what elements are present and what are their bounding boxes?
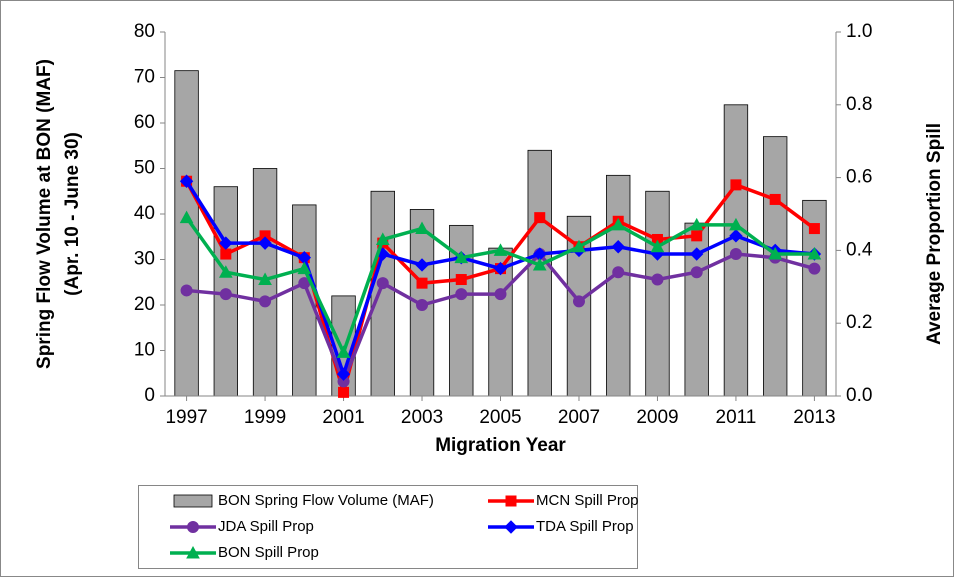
bar: [606, 174, 631, 397]
y-tick-label: 10: [134, 340, 155, 361]
series-marker: [729, 229, 743, 243]
y-tick-label: 20: [134, 294, 155, 315]
series-marker: [219, 236, 233, 250]
series-marker: [455, 274, 467, 286]
series-marker: [297, 261, 312, 275]
x-tick-label: 2005: [479, 407, 521, 428]
series-marker: [258, 272, 272, 286]
series-marker: [179, 174, 194, 188]
legend-label: TDA Spill Prop: [536, 518, 634, 535]
y2-tick-label: 0.2: [846, 312, 872, 333]
series-marker: [689, 247, 704, 261]
series-marker: [768, 246, 783, 260]
legend-marker: [504, 520, 518, 534]
series-marker: [691, 230, 703, 242]
series-marker: [416, 277, 428, 289]
y-axis-title: (Apr. 10 - June 30): [62, 132, 83, 296]
y-tick-label: 40: [134, 203, 155, 224]
y2-axis-title: Average Proportion Spill: [924, 123, 945, 345]
legend-marker: [505, 495, 517, 507]
legend-label: BON Spill Prop: [218, 544, 319, 561]
series-marker: [376, 277, 389, 290]
legend-label: JDA Spill Prop: [218, 518, 314, 535]
series-marker: [336, 367, 351, 381]
bar: [174, 70, 199, 397]
legend-box: [138, 485, 638, 569]
bar: [527, 149, 552, 397]
x-tick-label: 1997: [165, 407, 207, 428]
bar: [645, 190, 670, 397]
series-marker: [416, 299, 429, 311]
bar: [370, 190, 395, 397]
series-marker: [258, 236, 272, 250]
y-tick-label: 50: [134, 158, 155, 179]
series-marker: [415, 258, 429, 272]
y2-tick-label: 0.4: [846, 239, 873, 260]
y-tick-label: 80: [134, 21, 155, 42]
series-marker: [336, 345, 351, 358]
x-tick-label: 2009: [636, 407, 678, 428]
legend-label: BON Spring Flow Volume (MAF): [218, 492, 434, 509]
x-tick-label: 2003: [401, 407, 443, 428]
series-marker: [493, 243, 508, 256]
series-marker: [454, 250, 469, 264]
y-tick-label: 60: [134, 112, 155, 133]
x-tick-label: 1999: [244, 407, 286, 428]
series-marker: [651, 273, 664, 286]
legend-swatch: [173, 494, 213, 508]
legend-label: MCN Spill Prop: [536, 492, 639, 509]
y2-tick-label: 0.8: [846, 94, 872, 115]
y-axis-title: Spring Flow Volume at BON (MAF): [34, 59, 55, 369]
series-marker: [572, 239, 586, 253]
series-marker: [611, 240, 625, 254]
y-tick-label: 30: [134, 249, 155, 270]
x-axis-title: Migration Year: [435, 435, 566, 456]
series-marker: [690, 266, 703, 279]
series-marker: [532, 257, 547, 271]
bar: [763, 136, 788, 397]
legend-marker: [186, 545, 200, 559]
series-marker: [455, 288, 468, 301]
series-marker: [179, 210, 194, 224]
series-marker: [572, 295, 585, 308]
series-marker: [415, 221, 429, 235]
series-marker: [612, 266, 625, 279]
series-marker: [611, 217, 626, 231]
y-tick-label: 0: [144, 385, 155, 406]
series-marker: [259, 295, 272, 308]
series-marker: [219, 288, 232, 301]
legend-marker: [187, 521, 199, 533]
y2-tick-label: 1.0: [846, 21, 872, 42]
series-marker: [375, 232, 390, 245]
x-tick-label: 2011: [716, 407, 757, 428]
series-marker: [534, 212, 546, 224]
x-tick-label: 2013: [793, 407, 835, 428]
series-marker: [729, 248, 742, 261]
y2-tick-label: 0.0: [846, 385, 872, 406]
series-marker: [729, 217, 743, 231]
series-marker: [493, 261, 508, 276]
y-tick-label: 70: [134, 67, 155, 88]
series-marker: [689, 217, 704, 231]
x-tick-label: 2001: [322, 407, 364, 428]
series-marker: [180, 284, 193, 297]
x-tick-label: 2007: [558, 407, 600, 428]
series-marker: [807, 246, 822, 260]
y2-tick-label: 0.6: [846, 167, 872, 188]
series-marker: [769, 193, 781, 205]
series-marker: [220, 248, 232, 260]
series-marker: [650, 239, 665, 253]
series-marker: [338, 386, 350, 398]
series-marker: [218, 265, 233, 278]
series-marker: [730, 179, 742, 191]
series-marker: [808, 223, 820, 235]
series-marker: [494, 288, 507, 301]
series-marker: [808, 262, 821, 275]
